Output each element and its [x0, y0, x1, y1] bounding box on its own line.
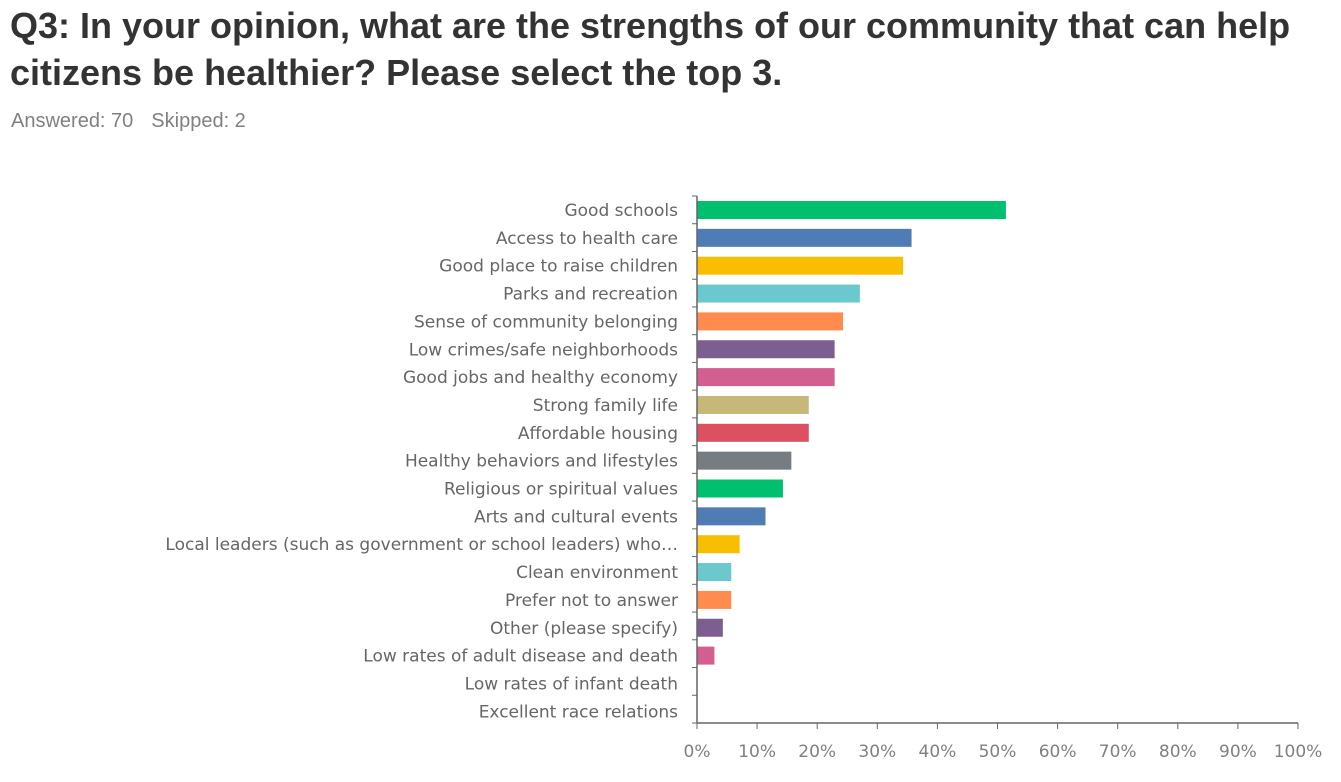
bar-low-rates-of-adult-disease-and-death — [697, 646, 715, 665]
category-label: Arts and cultural events — [474, 507, 678, 527]
category-label: Excellent race relations — [479, 702, 678, 722]
bar-other-please-specify — [697, 618, 723, 637]
x-tick-label: 100% — [1274, 742, 1323, 762]
bar-clean-environment — [697, 563, 732, 582]
skipped-count: Skipped: 2 — [151, 110, 246, 132]
category-label: Prefer not to answer — [505, 591, 678, 611]
category-label: Clean environment — [516, 563, 678, 583]
x-tick-label: 90% — [1219, 742, 1257, 762]
category-label: Good schools — [564, 201, 678, 221]
bar-access-to-health-care — [697, 228, 912, 247]
x-tick-label: 80% — [1159, 742, 1197, 762]
category-label: Sense of community belonging — [414, 312, 678, 332]
category-label: Parks and recreation — [503, 285, 678, 305]
category-label: Affordable housing — [518, 424, 678, 444]
bar-parks-and-recreation — [697, 284, 860, 303]
bar-prefer-not-to-answer — [697, 590, 732, 609]
x-tick-label: 50% — [979, 742, 1017, 762]
bar-low-crimes-safe-neighborhoods — [697, 340, 835, 359]
question-title: Q3: In your opinion, what are the streng… — [10, 5, 1291, 93]
bar-arts-and-cultural-events — [697, 507, 766, 526]
category-label: Low rates of adult disease and death — [363, 647, 678, 667]
bar-sense-of-community-belonging — [697, 312, 844, 331]
x-tick-label: 70% — [1099, 742, 1137, 762]
response-stats: Answered: 70 Skipped: 2 — [11, 110, 246, 133]
bar-strong-family-life — [697, 395, 809, 414]
answered-count: Answered: 70 — [11, 110, 134, 132]
category-label: Religious or spiritual values — [444, 480, 678, 500]
category-label: Other (please specify) — [490, 619, 678, 639]
bar-healthy-behaviors-and-lifestyles — [697, 451, 792, 470]
x-tick-label: 0% — [684, 742, 711, 762]
x-tick-label: 10% — [738, 742, 776, 762]
x-tick-label: 40% — [919, 742, 957, 762]
category-label: Good jobs and healthy economy — [403, 368, 678, 388]
bar-good-place-to-raise-children — [697, 256, 904, 275]
category-label: Strong family life — [533, 396, 678, 416]
bar-affordable-housing — [697, 423, 809, 442]
x-tick-label: 30% — [858, 742, 896, 762]
category-label: Good place to raise children — [439, 257, 678, 277]
category-label: Low crimes/safe neighborhoods — [409, 340, 678, 360]
category-label: Healthy behaviors and lifestyles — [405, 452, 678, 472]
bar-good-schools — [697, 201, 1006, 219]
bar-religious-or-spiritual-values — [697, 479, 783, 498]
category-label: Access to health care — [496, 229, 678, 249]
x-tick-label: 20% — [798, 742, 836, 762]
x-tick-label: 60% — [1039, 742, 1077, 762]
category-label: Low rates of infant death — [465, 674, 678, 694]
bar-good-jobs-and-healthy-economy — [697, 368, 835, 387]
category-label: Local leaders (such as government or sch… — [165, 535, 678, 555]
bar-local-leaders-such-as-government-or-school-leaders-who — [697, 535, 740, 554]
